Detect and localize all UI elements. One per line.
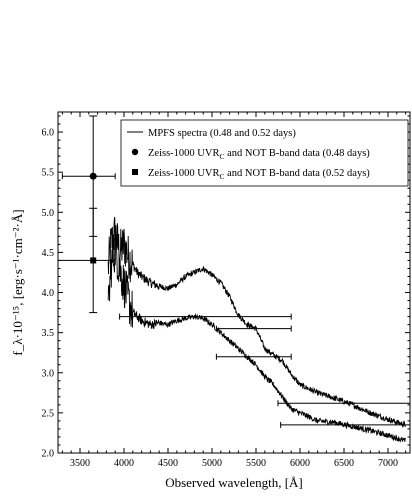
x-tick-label: 6000 <box>290 458 310 469</box>
x-tick-label: 4000 <box>114 458 134 469</box>
x-tick-label: 3500 <box>70 458 90 469</box>
photometry-point-circle <box>89 172 97 180</box>
legend-box <box>120 119 409 187</box>
spectrum-line-1 <box>107 216 406 429</box>
photometry-point-square <box>90 257 97 264</box>
y-tick-label: 5.5 <box>42 168 55 179</box>
plot-frame <box>57 111 411 454</box>
y-tick-label: 4.0 <box>42 288 55 299</box>
legend-circle-swatch <box>131 148 139 156</box>
x-tick-label: 5000 <box>202 458 222 469</box>
x-tick-label: 5500 <box>246 458 266 469</box>
x-tick-label: 4500 <box>158 458 178 469</box>
y-axis-title: f_λ·10⁻¹⁵, [erg·s⁻¹·cm⁻²·Å] <box>10 209 25 355</box>
x-axis-title: Observed wavelength, [Å] <box>165 475 303 490</box>
y-tick-label: 5.0 <box>42 208 55 219</box>
y-tick-label: 2.5 <box>42 408 55 419</box>
y-tick-label: 4.5 <box>42 248 55 259</box>
y-tick-label: 3.5 <box>42 328 55 339</box>
legend-square-swatch <box>132 169 138 175</box>
spectrum-line-2 <box>107 234 407 443</box>
legend-entry-label: Zeiss-1000 UVRC and NOT B-band data (0.4… <box>148 148 370 161</box>
legend-entry-label: MPFS spectra (0.48 and 0.52 days) <box>148 128 296 139</box>
x-tick-label: 6500 <box>334 458 354 469</box>
legend-entry-label: Zeiss-1000 UVRC and NOT B-band data (0.5… <box>148 168 370 181</box>
y-tick-label: 2.0 <box>42 449 55 460</box>
y-tick-label: 3.0 <box>42 368 55 379</box>
x-tick-label: 7000 <box>378 458 398 469</box>
y-tick-label: 6.0 <box>42 128 55 139</box>
